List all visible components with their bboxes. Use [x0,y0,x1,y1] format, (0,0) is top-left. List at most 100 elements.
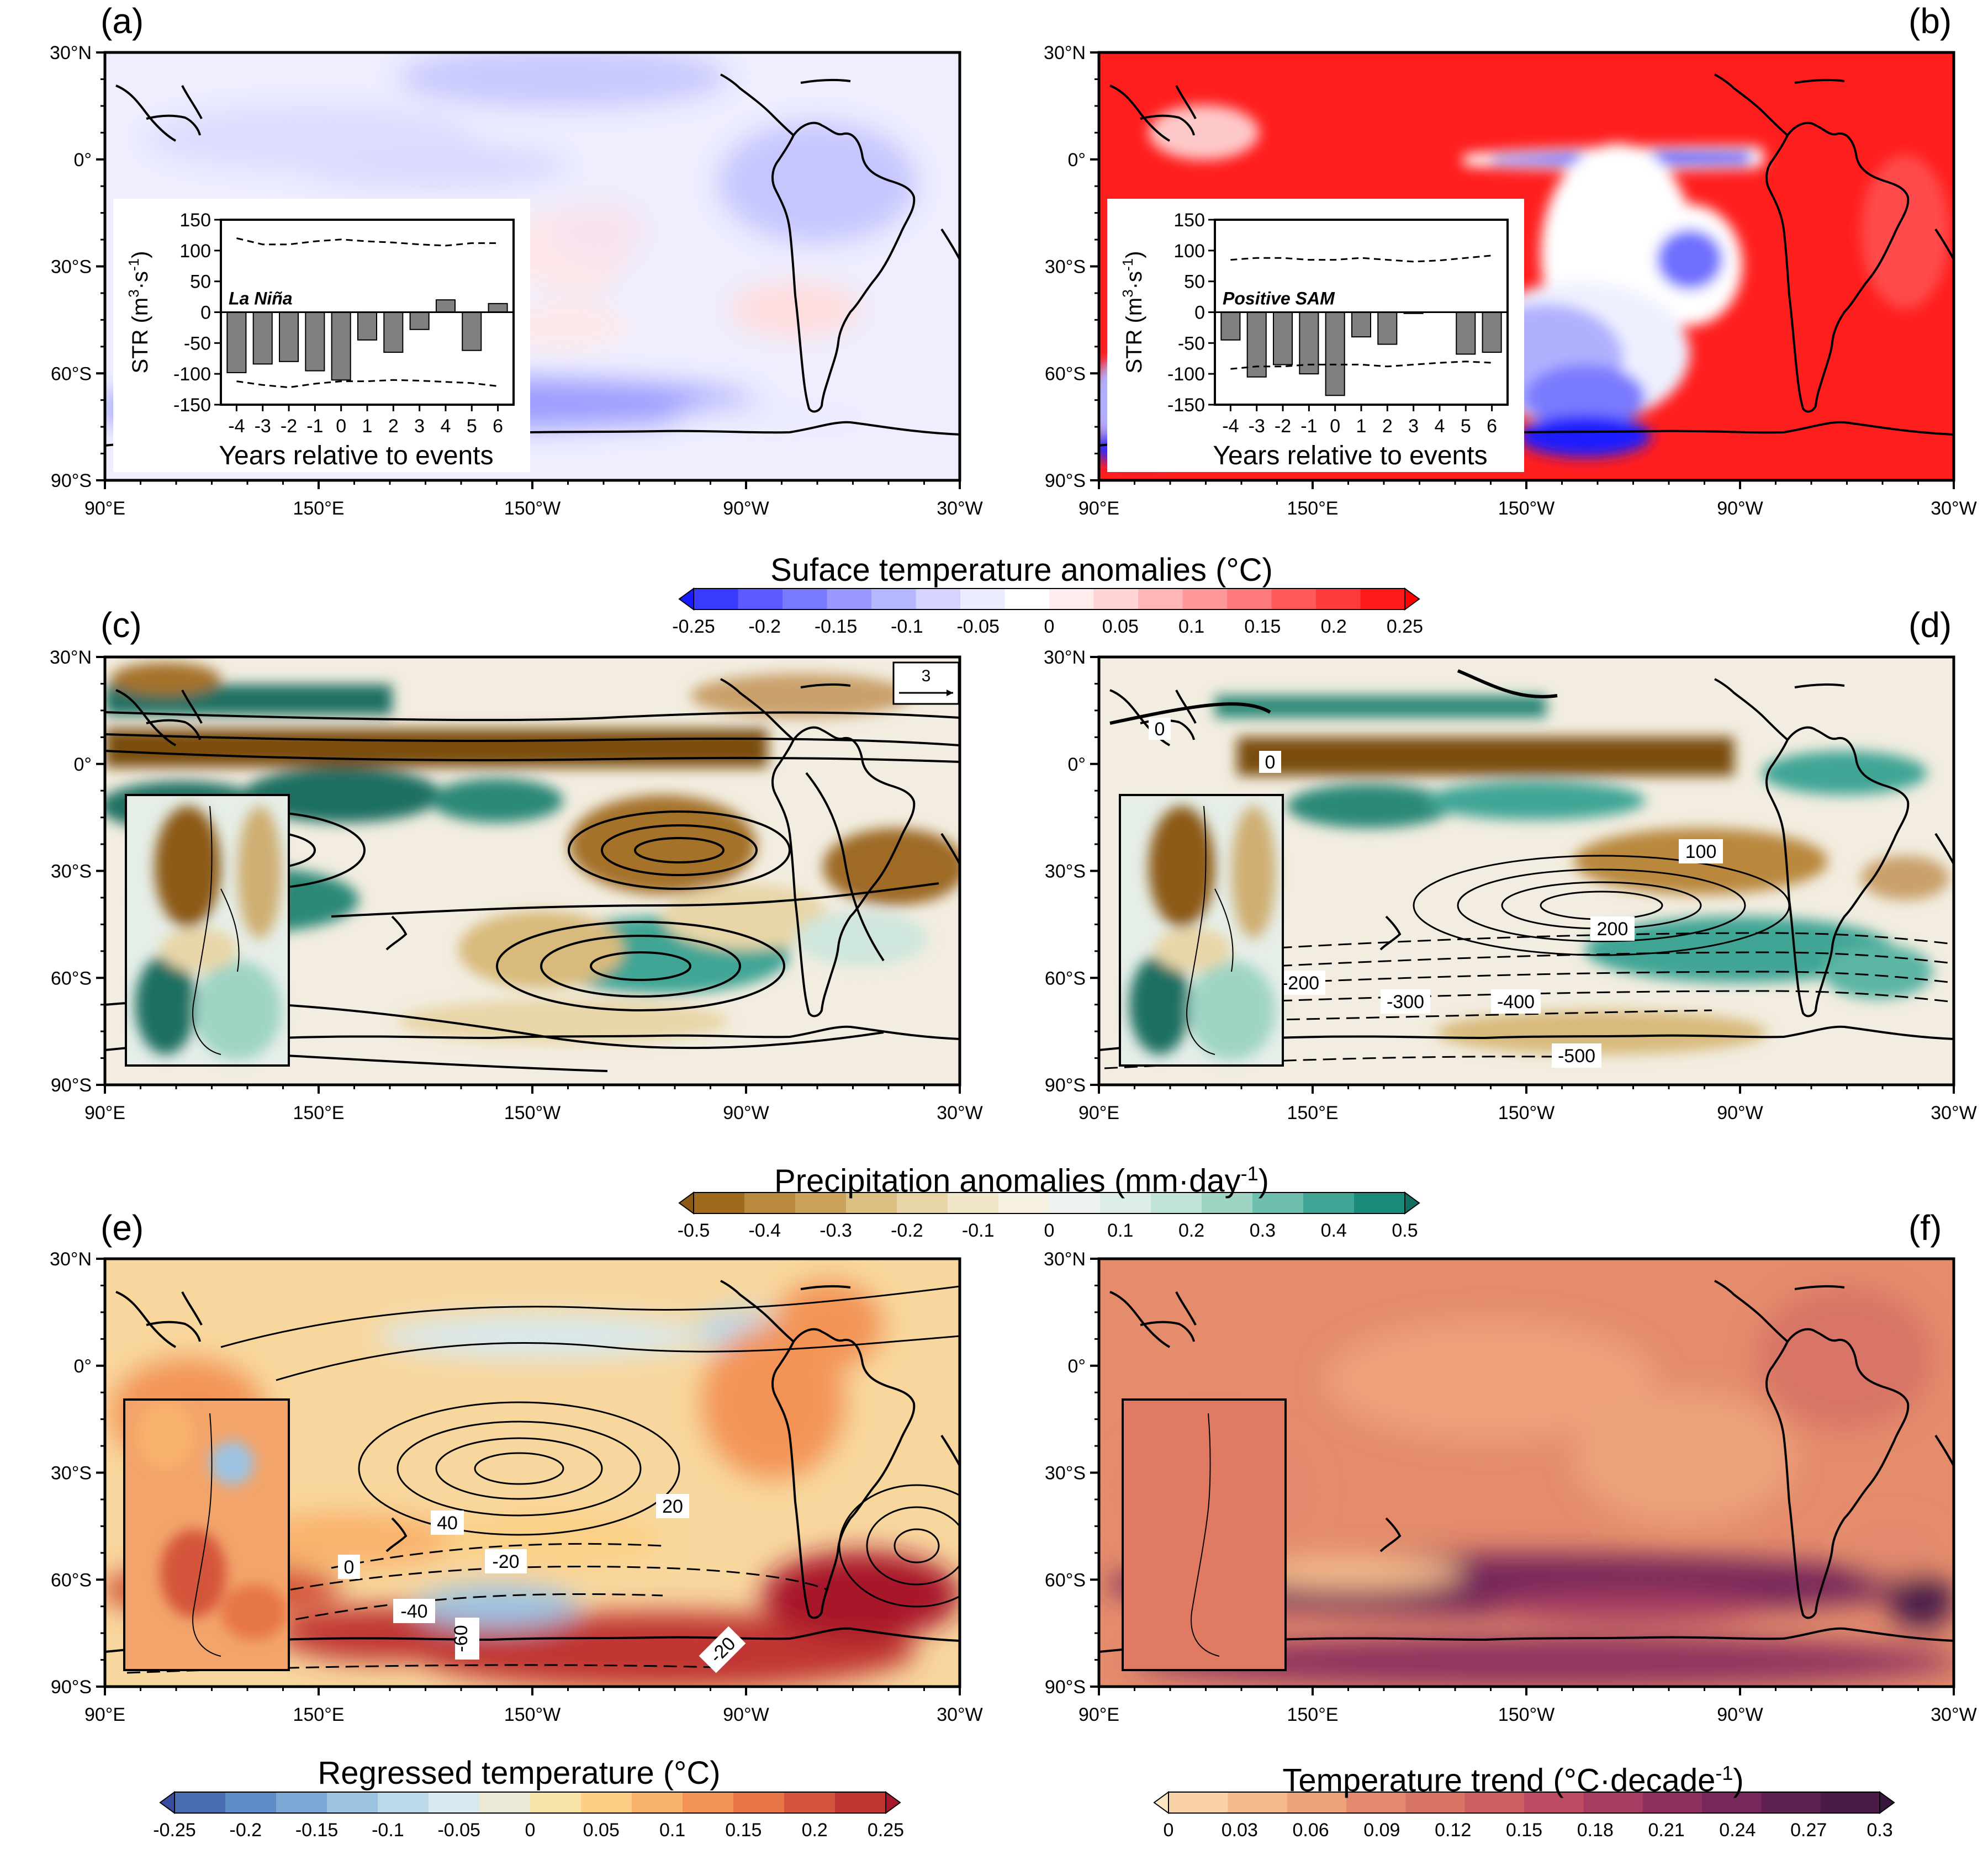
lat-tick-label: 0° [1067,754,1086,775]
str-bar [1377,311,1398,345]
colorbar-swatch [1761,1792,1821,1813]
colorbar-tick-label: -0.3 [819,1220,852,1241]
colorbar-tick-label: -0.2 [891,1220,923,1241]
colorbar-swatch [694,1192,745,1213]
contour-label: 200 [1597,919,1629,940]
lat-tick-label: 30°N [1044,1249,1086,1270]
colorbar-swatch [1252,1192,1304,1213]
str-bar [1456,311,1476,355]
str-bar [1273,311,1293,365]
colorbar-tick-label: 0.4 [1321,1220,1347,1241]
colorbar-tick-label: -0.25 [153,1820,196,1841]
colorbar-swatch [694,589,738,610]
colorbar-tick-label: 0.15 [1506,1820,1542,1841]
colorbar-swatch [1316,589,1361,610]
str-bar [279,311,299,362]
str-upper-bound [236,237,498,247]
lat-tick-label: 0° [73,754,92,775]
colorbar-tick-label: 0.25 [868,1820,904,1841]
lat-tick-label: 30°S [51,861,92,882]
lon-tick-label: 30°W [1931,1103,1977,1123]
colorbar-swatch [1202,1192,1253,1213]
colorbar-swatch [784,1792,836,1813]
lon-tick-label: 150°E [293,498,344,519]
lon-tick-label: 90°W [723,1103,769,1123]
lat-tick-label: 60°S [51,1570,92,1591]
colorbar-swatch [1360,589,1405,610]
colorbar-swatch [948,1192,999,1213]
inset-c [125,794,290,1067]
colorbar-swatch [378,1792,429,1813]
str-bar [331,311,351,381]
colorbar-tick-label: 0.12 [1435,1820,1471,1841]
panel-label-d: (d) [1908,605,1952,645]
colorbar-tick-label: -0.2 [749,616,781,637]
contour-label: -400 [1497,992,1535,1013]
colorbar-swatch [1049,1192,1101,1213]
str-bar [383,311,404,353]
inset-xtick-label: 6 [493,416,503,437]
colorbar-swatch [897,1192,948,1213]
lon-tick-label: 150°W [1498,1704,1555,1725]
lon-tick-label: 90°E [1078,1103,1119,1123]
inset-xtick-label: -4 [1222,416,1239,437]
lat-tick-label: 30°S [51,1463,92,1484]
colorbar-swatch [225,1792,277,1813]
lat-tick-label: 30°N [50,43,92,63]
lat-tick-label: 30°N [1044,647,1086,668]
inset-xtick-label: 1 [1356,416,1367,437]
inset-ytick-label: -50 [184,333,211,354]
inset-xtick-label: -1 [306,416,323,437]
lon-tick-label: 90°W [1717,1103,1763,1123]
colorbar-swatch [827,589,872,610]
contour-label: -300 [1387,992,1424,1013]
colorbar-swatch [581,1792,632,1813]
str-bar [252,311,273,365]
inset-xlabel: Years relative to events [219,441,493,470]
inset-xtick-label: 2 [1382,416,1393,437]
colorbar-tick-label: 0.5 [1392,1220,1418,1241]
lon-tick-label: 150°W [1498,498,1555,519]
colorbar-tick-label: -0.05 [956,616,1000,637]
colorbar-swatch [960,589,1005,610]
lon-tick-label: 150°E [1287,498,1338,519]
lat-tick-label: 90°S [51,470,92,491]
colorbar-swatch [846,1192,897,1213]
inset-ytick-label: -150 [1167,395,1205,416]
colorbar-tick-label: 0.15 [725,1820,762,1841]
str-bar [1220,311,1241,341]
str-bar [1351,311,1372,338]
str-bar [305,311,325,372]
colorbar-tick-label: 0.27 [1790,1820,1827,1841]
contour-label: -40 [400,1601,427,1622]
colorbar-swatch [1227,589,1272,610]
lat-tick-label: 0° [73,1356,92,1377]
colorbar-swatch [530,1792,581,1813]
inset-ytick-label: 100 [179,241,211,262]
contour-label: -20 [492,1551,519,1572]
colorbar-swatch [1004,589,1050,610]
colorbar-tick-label: 0.1 [1107,1220,1133,1241]
lon-tick-label: 90°E [84,498,125,519]
colorbar-tick-label: -0.2 [230,1820,262,1841]
lon-tick-label: 90°E [84,1704,125,1725]
colorbar-swatch [916,589,961,610]
inset-xtick-label: 4 [441,416,451,437]
colorbar-swatch [782,589,827,610]
colorbar-swatch [1820,1792,1880,1813]
colorbar-tick-label: -0.05 [437,1820,480,1841]
colorbar-swatch [998,1192,1050,1213]
lat-tick-label: 90°S [51,1075,92,1096]
colorbar-tick-label: -0.15 [815,616,858,637]
colorbar-swatch [1346,1792,1406,1813]
colorbar-tick-label: 0.18 [1577,1820,1614,1841]
inset-annotation: La Niña [229,289,293,309]
colorbar-tick-label: 0.25 [1387,616,1423,637]
inset-ytick-label: 50 [1184,272,1205,293]
colorbar-tick-label: 0.3 [1250,1220,1276,1241]
lat-tick-label: 30°N [50,1249,92,1270]
colorbar-swatch [1287,1792,1347,1813]
colorbar-swatch [1271,589,1316,610]
colorbar-swatch [1583,1792,1643,1813]
lat-tick-label: 90°S [51,1677,92,1698]
